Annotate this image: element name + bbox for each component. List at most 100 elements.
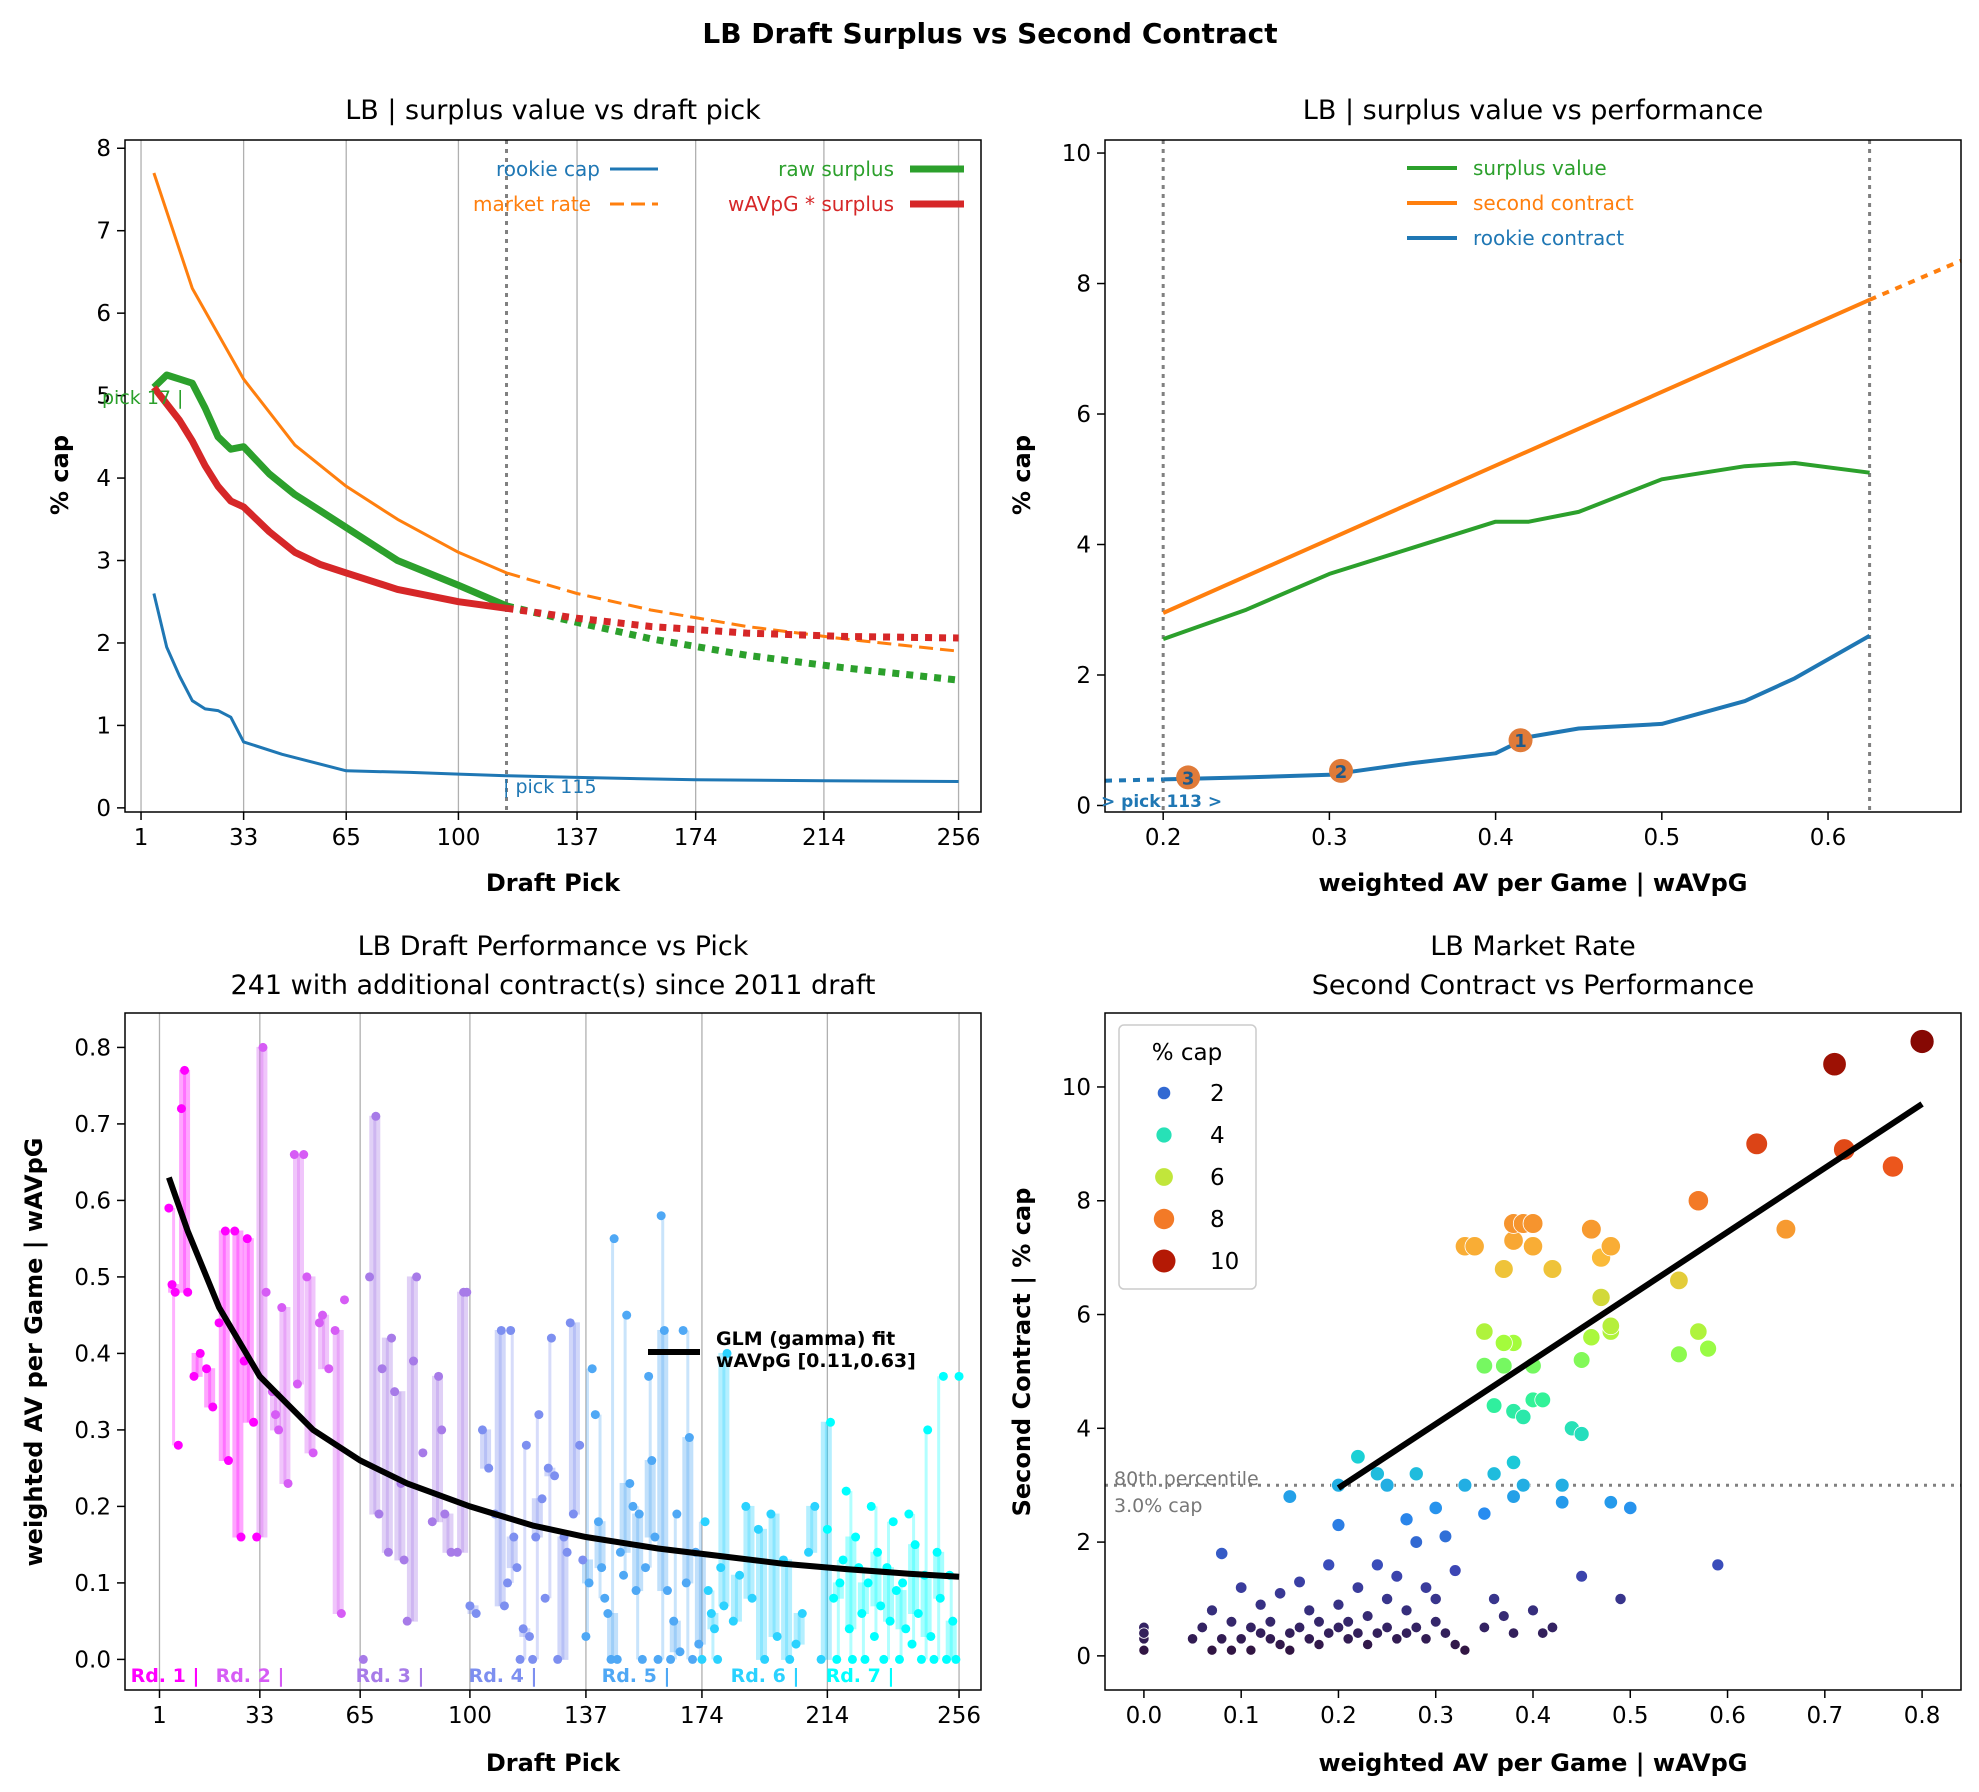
player-point [876,1601,886,1611]
player-point [669,1616,679,1626]
player-point [935,1593,945,1603]
player-point [584,1578,594,1588]
contract-point [1428,1500,1443,1516]
player-point [735,1570,745,1580]
panel-market-rate: LB Market Rate Second Contract vs Perfor… [1008,931,1962,1777]
player-point [835,1578,845,1588]
pick-marker-label: 3 [1182,768,1195,789]
contract-point [1475,1357,1494,1375]
player-point [932,1547,942,1557]
panel-surplus-vs-performance: LB | surplus value vs performance weight… [1008,95,1962,897]
player-point [565,1318,575,1328]
player-point [625,1478,635,1488]
y-tick-label: 8 [96,136,111,162]
panel-performance-vs-pick: LB Draft Performance vs Pick 241 with ad… [20,931,982,1777]
contract-point [1475,1322,1494,1341]
player-point [709,1624,719,1634]
player-point [885,1616,895,1626]
player-point [891,1586,901,1596]
y-tick-label: 2 [1076,663,1091,689]
player-point [289,1150,299,1160]
panel4-title: LB Market Rate [1430,931,1635,962]
contract-point [1670,1345,1688,1364]
player-point [202,1364,212,1374]
series-line-wavpg-surplus [506,604,959,642]
player-point [760,1654,770,1664]
player-point [873,1547,883,1557]
player-point [550,1471,560,1481]
player-point [659,1325,669,1335]
player-point [672,1509,682,1519]
y-tick-label: 10 [1062,141,1091,167]
x-tick-label: 33 [229,825,258,851]
contract-point [1381,1592,1394,1606]
player-point [700,1517,710,1527]
range-box [632,1513,644,1592]
contract-point [1235,1581,1248,1594]
range-box [179,1069,191,1293]
range-box [768,1513,780,1637]
contract-point [1420,1633,1432,1645]
contract-point [1282,1489,1298,1504]
contract-point [1186,1633,1199,1645]
player-point [496,1325,506,1335]
y-tick-label: 0 [96,796,111,822]
contract-point [1488,1592,1501,1606]
contract-point [1909,1029,1935,1054]
player-point [176,1104,186,1114]
y-tick-label: 10 [1062,1075,1091,1101]
player-point [195,1348,205,1358]
player-point [647,1456,657,1466]
player-point [302,1272,312,1282]
legend-value: 4 [1210,1123,1225,1149]
x-tick-label: 256 [937,1703,981,1729]
x-tick-label: 0.7 [1807,1703,1844,1729]
legend-label-rookie-cap: rookie cap [496,157,600,181]
range-box [793,1613,805,1645]
x-tick-label: 137 [564,1703,608,1729]
contract-point [1215,1546,1229,1561]
player-point [678,1325,688,1335]
contract-point [1699,1339,1718,1358]
player-point [719,1601,729,1611]
player-point [440,1509,450,1519]
y-tick-label: 4 [96,466,111,492]
contract-point [1600,1236,1621,1257]
x-tick-label: 0.2 [1145,825,1182,851]
player-point [408,1356,418,1366]
contract-point [1303,1633,1315,1645]
player-point [816,1654,826,1664]
player-point [860,1654,870,1664]
range-box [820,1421,832,1660]
range-box [432,1375,444,1523]
panel3-xlabel: Draft Pick [486,1749,621,1777]
player-point [832,1654,842,1664]
x-tick-label: 174 [674,825,718,851]
player-point [271,1410,281,1420]
player-point [261,1287,271,1297]
x-tick-label: 0.1 [1223,1703,1260,1729]
panel2-frame [1104,139,1962,813]
contract-point [1573,1426,1590,1442]
player-point [785,1654,795,1664]
contract-point [1342,1615,1354,1628]
series-line-market-rate [152,172,508,575]
player-point [634,1509,644,1519]
contract-point [1457,1477,1473,1493]
contract-point [1542,1259,1563,1279]
player-point [324,1364,334,1374]
x-tick-label: 214 [805,1703,849,1729]
player-point [230,1226,240,1236]
contract-point [1775,1218,1797,1240]
range-box [568,1322,580,1515]
player-point [283,1478,293,1488]
legend-marker [1152,1249,1176,1273]
x-tick-label: 0.8 [1904,1703,1941,1729]
player-point [688,1654,698,1664]
range-box [920,1574,932,1637]
contract-point [1196,1621,1208,1634]
legend-label-raw-surplus: raw surplus [778,157,894,181]
player-point [180,1065,190,1075]
series-line-rookie-cap [152,593,959,783]
y-tick-label: 6 [1076,402,1091,428]
